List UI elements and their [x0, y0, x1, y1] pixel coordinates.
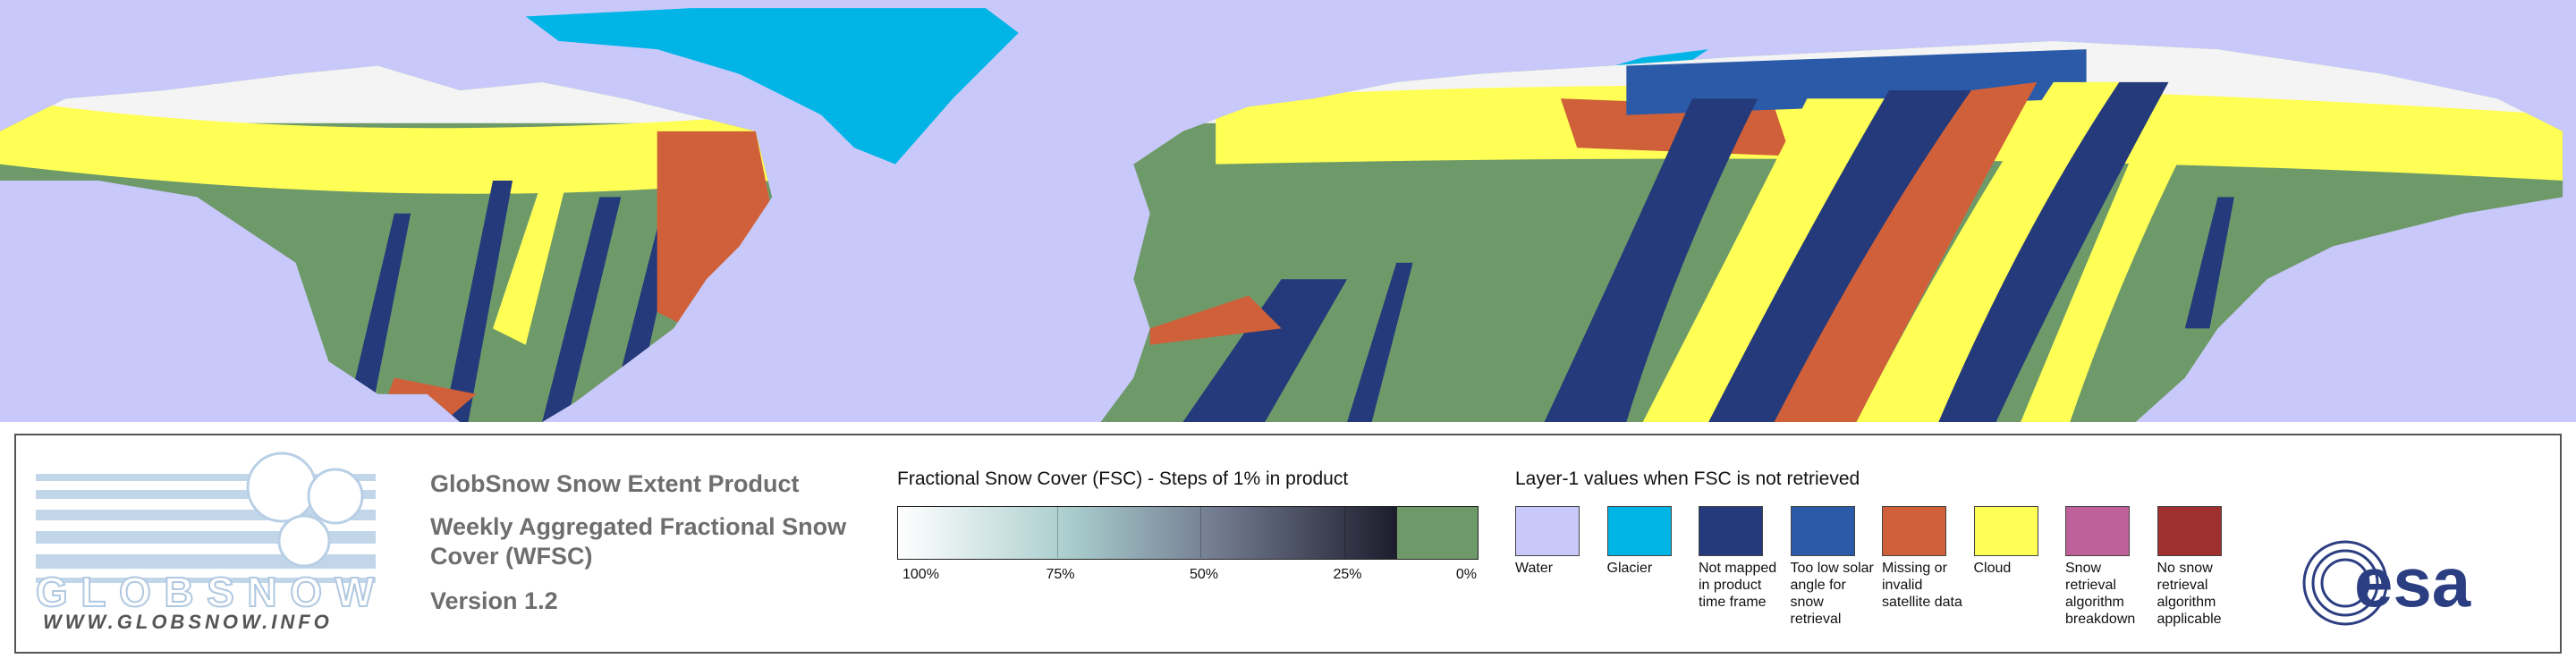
globsnow-logo: GLOBSNOW WWW.GLOBSNOW.INFO: [36, 452, 376, 633]
fsc-legend-title: Fractional Snow Cover (FSC) - Steps of 1…: [897, 469, 1349, 489]
esa-text: esa: [2354, 543, 2471, 621]
fsc-tick-label: 75%: [1046, 567, 1075, 582]
legend-label: Not mapped in product time frame: [1699, 561, 1777, 610]
legend-swatch: [2157, 506, 2222, 556]
fsc-tick: [1343, 506, 1345, 558]
legend-label: No snow retrieval algorithm applicable: [2157, 561, 2222, 627]
legend-label: Snow retrieval algorithm breakdown: [2065, 561, 2136, 627]
legend-swatch: [1606, 506, 1672, 556]
product-subtitle: Weekly Aggregated Fractional Snow Cover …: [430, 513, 847, 570]
logo-url: WWW.GLOBSNOW.INFO: [43, 611, 333, 633]
legend-swatch: [1699, 506, 1763, 556]
fsc-tick: [1200, 506, 1201, 558]
fsc-tick-label: 0%: [1455, 567, 1477, 582]
legend-label: Water: [1515, 561, 1554, 576]
fsc-colorbar: [897, 506, 1398, 560]
legend-label: Missing or invalid satellite data: [1882, 561, 1962, 610]
legend-swatch: [1515, 506, 1580, 556]
legend-swatch: [1973, 506, 2038, 556]
fsc-zero-swatch: [1396, 506, 1479, 560]
fsc-tick-label: 50%: [1190, 567, 1219, 582]
esa-logo: esa: [2302, 540, 2471, 626]
legend-label: Glacier: [1606, 561, 1653, 576]
product-title: GlobSnow Snow Extent Product: [430, 470, 800, 497]
logo-name: GLOBSNOW: [36, 569, 375, 615]
legend-swatch: [1790, 506, 1855, 556]
legend-panel: [14, 434, 2562, 654]
legend-label: Too low solar angle for snow retrieval: [1790, 561, 1874, 627]
legend-swatch: [2065, 506, 2130, 556]
legend-label: Cloud: [1973, 561, 2012, 576]
fsc-tick-label: 100%: [902, 567, 939, 582]
snow-map: [0, 0, 2576, 422]
fsc-tick-label: 25%: [1333, 567, 1362, 582]
layer1-legend-title: Layer-1 values when FSC is not retrieved: [1515, 469, 1860, 489]
fsc-tick: [1056, 506, 1058, 558]
legend-swatch: [1882, 506, 1946, 556]
product-version: Version 1.2: [430, 587, 558, 614]
